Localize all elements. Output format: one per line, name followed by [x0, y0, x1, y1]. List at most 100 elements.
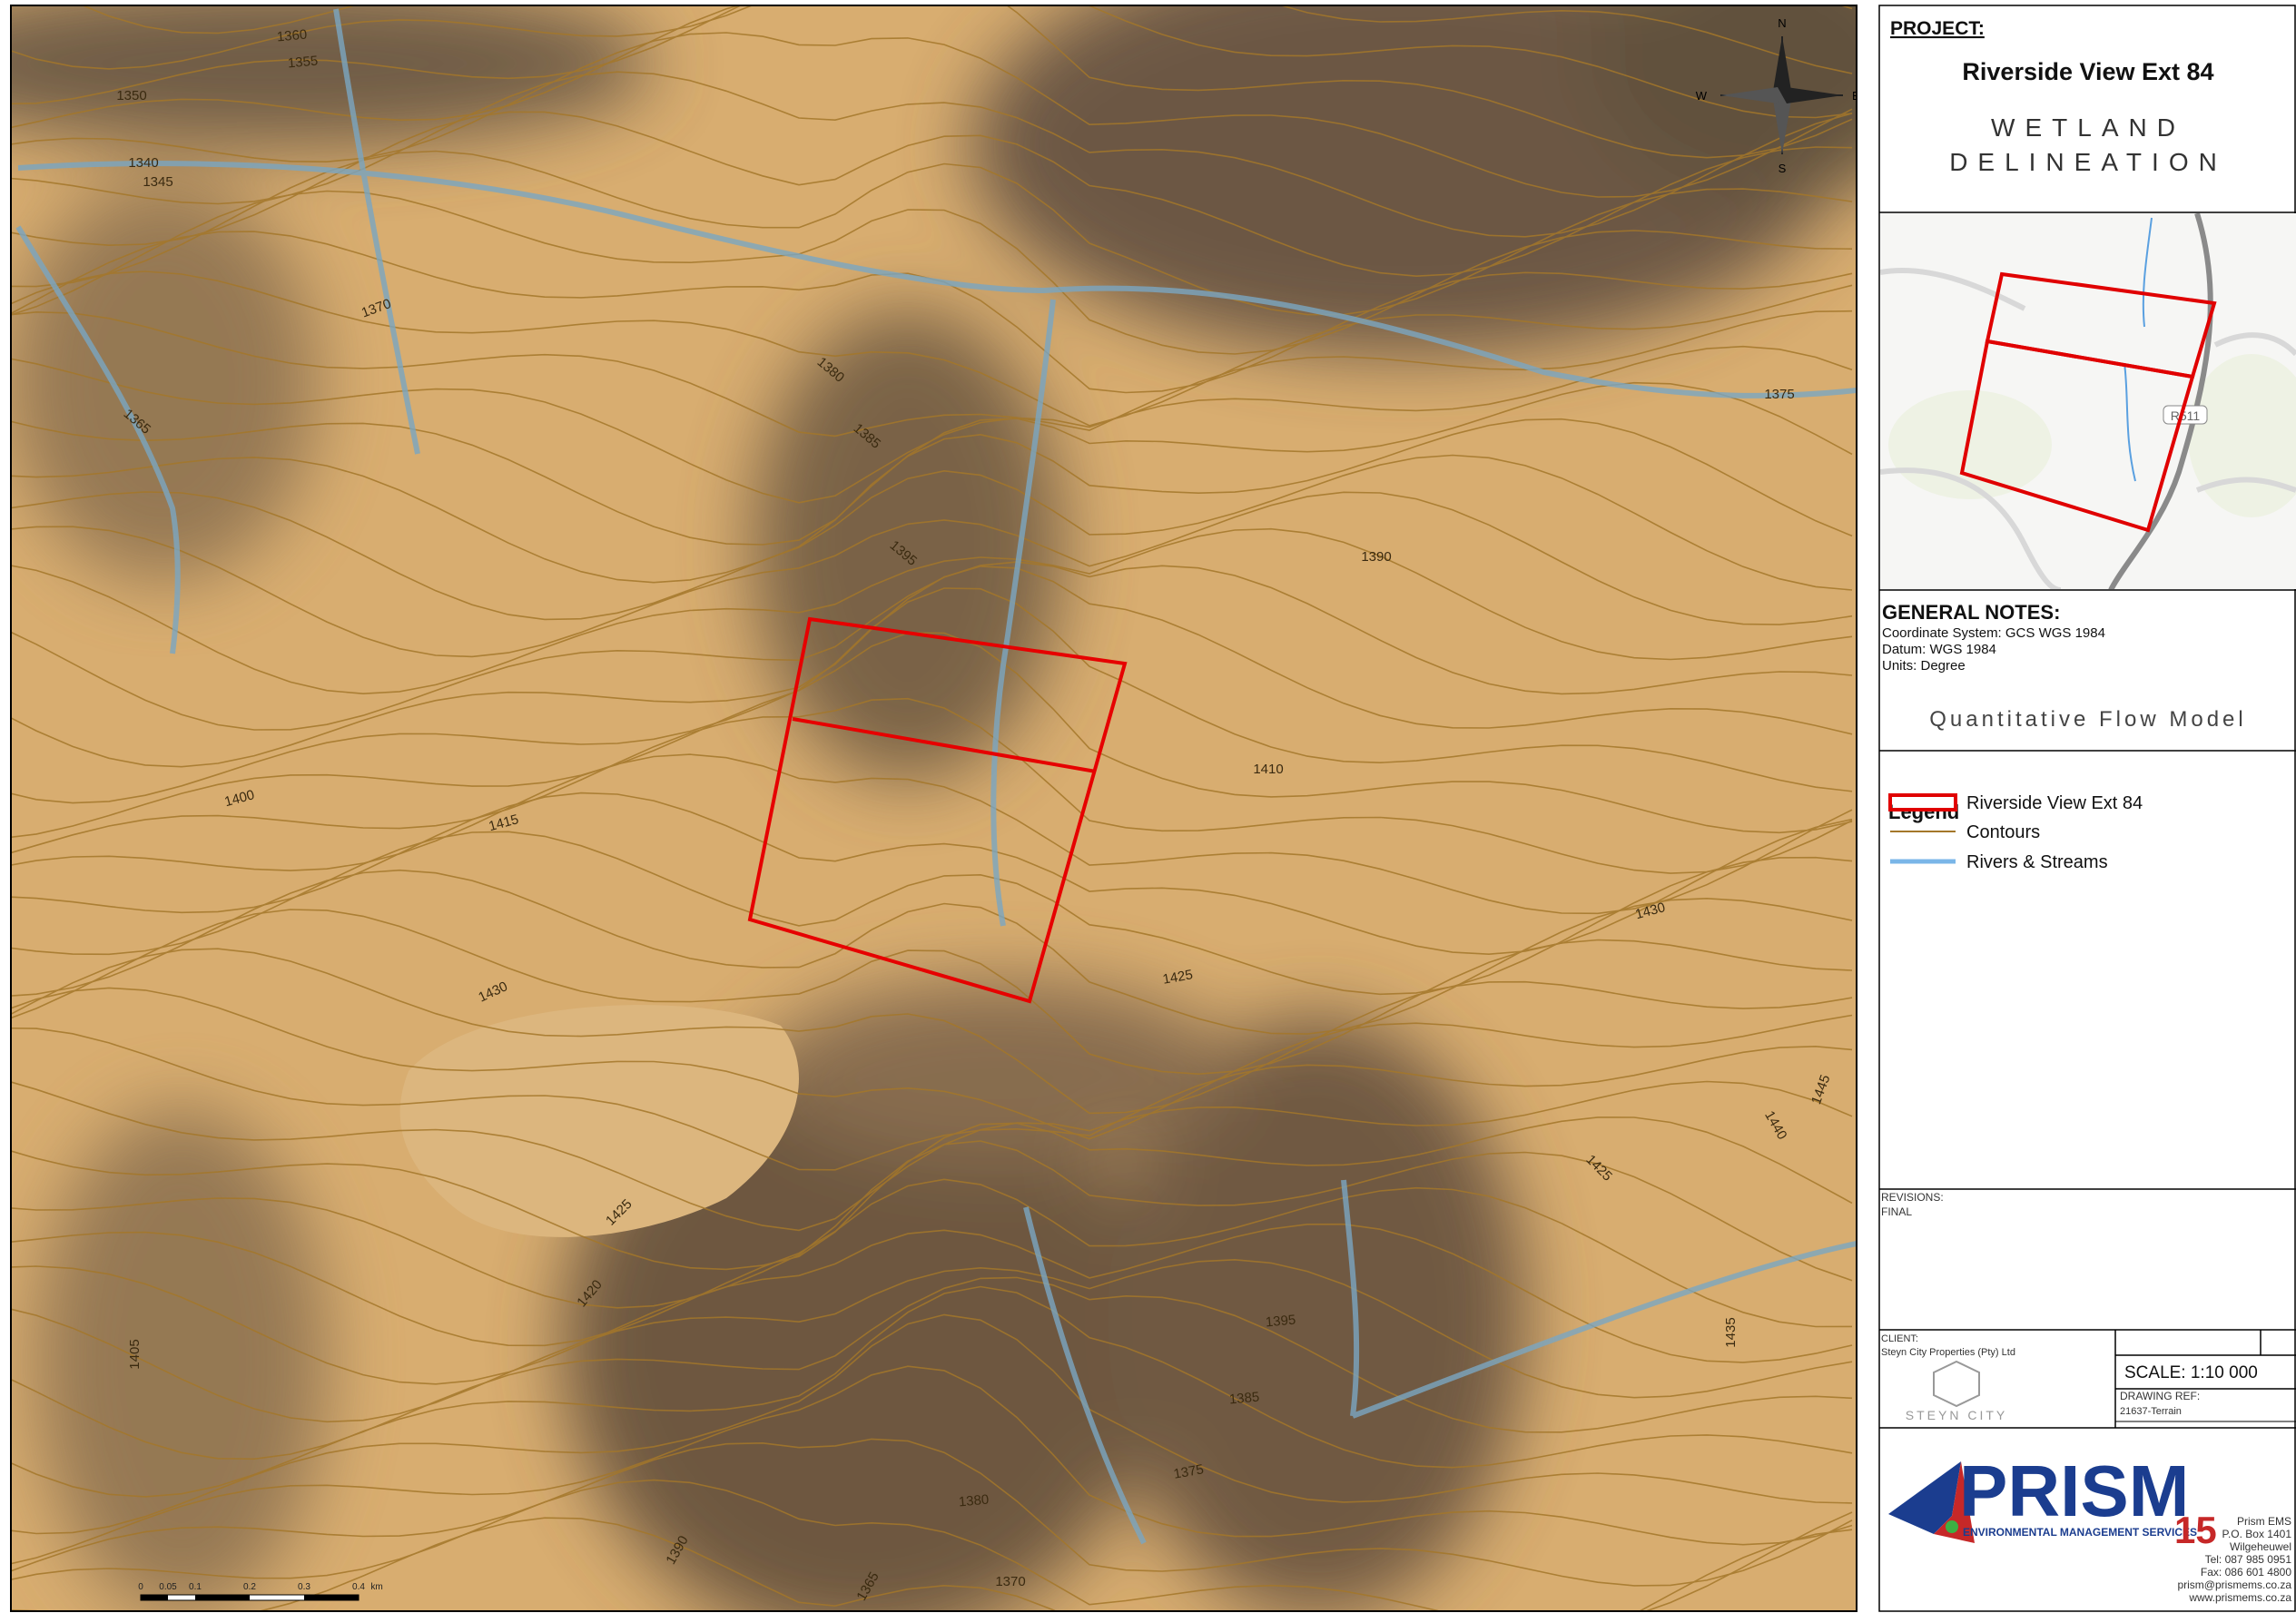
contour-label: 1350 — [116, 88, 146, 103]
note-line: Units: Degree — [1882, 658, 1966, 674]
contour-label: 1390 — [1361, 549, 1391, 565]
prism-logo: PRISM ENVIRONMENTAL MANAGEMENT SERVICES … — [1888, 1451, 2217, 1551]
legend-heading: Legend — [1888, 801, 1959, 823]
address-line: prism@prismems.co.za — [2177, 1579, 2291, 1591]
road-label: R511 — [2171, 408, 2201, 423]
drawing-ref-label: DRAWING REF: — [2120, 1390, 2200, 1402]
contour-label: 1410 — [1253, 762, 1283, 777]
contour-label: 1395 — [1265, 1313, 1296, 1331]
contour-label: 1370 — [995, 1574, 1025, 1589]
contour-label: 1425 — [1161, 967, 1194, 988]
prism-wordmark: PRISM — [1959, 1451, 2189, 1531]
contour-line — [11, 71, 1853, 238]
contour-line — [11, 1285, 1853, 1498]
contour-line — [11, 561, 1853, 731]
contour-line — [11, 1438, 1853, 1587]
contour-line — [11, 948, 1853, 1115]
notes-heading: GENERAL NOTES: — [1882, 601, 2060, 624]
scale-label: 0.4 — [352, 1582, 365, 1592]
contour-line — [11, 150, 1853, 316]
title-line1: WETLAND — [1991, 113, 2185, 142]
contour-label: 1380 — [958, 1492, 990, 1510]
contour-line — [11, 697, 1853, 874]
project-label: PROJECT: — [1890, 18, 1985, 39]
contour-line — [11, 1178, 1853, 1347]
inset-map: R511 — [1880, 213, 2296, 589]
legend-item: Riverside View Ext 84 — [1966, 793, 2143, 813]
contour-line — [11, 753, 1853, 915]
title-panel — [1878, 5, 2296, 1612]
contour-line — [11, 454, 1853, 621]
contour-label: 1355 — [287, 54, 319, 72]
contour-label: 1375 — [1172, 1461, 1205, 1482]
scale-label: 0.05 — [159, 1582, 177, 1592]
contour-label: 1340 — [128, 155, 158, 171]
contours — [11, 5, 1853, 1611]
contour-line — [11, 1223, 1853, 1385]
address-line: P.O. Box 1401 — [2222, 1528, 2292, 1540]
legend-item: Rivers & Streams — [1966, 852, 2108, 872]
contour-line — [11, 32, 1853, 198]
client-name: Steyn City Properties (Pty) Ltd — [1881, 1347, 2015, 1358]
site-boundary — [747, 616, 1128, 1004]
map-frame — [10, 5, 1857, 1612]
contour-line — [11, 1140, 1853, 1309]
contour-line — [11, 527, 1853, 695]
contour-line — [11, 310, 1853, 438]
scale-label: km — [370, 1582, 382, 1592]
compass-w: W — [1696, 89, 1708, 103]
rivers — [15, 8, 1857, 1545]
contour-line — [11, 491, 1853, 658]
compass: N S E W — [1696, 16, 1857, 175]
legend-swatch-boundary — [1888, 793, 1957, 811]
address-line: www.prismems.co.za — [2188, 1591, 2291, 1604]
contour-line — [11, 566, 1853, 768]
scale-label: 0.1 — [189, 1582, 202, 1592]
compass-n: N — [1778, 16, 1786, 30]
contour-label: 1385 — [1228, 1390, 1260, 1408]
contour-line — [11, 587, 1853, 804]
contour-label: 1360 — [276, 27, 308, 45]
project-name: Riverside View Ext 84 — [1962, 58, 2213, 85]
contour-line — [11, 5, 1853, 159]
note-line: Datum: WGS 1984 — [1882, 642, 1996, 657]
contour-label: 1405 — [127, 1339, 143, 1369]
address-line: Tel: 087 985 0951 — [2205, 1553, 2292, 1566]
prism-badge: 15 — [2174, 1509, 2217, 1551]
contour-line — [11, 869, 1853, 1035]
client-label: CLIENT: — [1881, 1333, 1918, 1344]
contour-line — [11, 987, 1853, 1140]
drawing-scale: SCALE: 1:10 000 — [2124, 1363, 2258, 1382]
prism-tagline: ENVIRONMENTAL MANAGEMENT SERVICES — [1963, 1526, 2197, 1539]
contour-label: 1435 — [1723, 1317, 1739, 1347]
legend-item: Contours — [1966, 822, 2040, 842]
scale-label: 0 — [138, 1582, 143, 1592]
scale-label: 0.2 — [243, 1582, 256, 1592]
revisions-value: FINAL — [1881, 1205, 1912, 1218]
scale-label: 0.3 — [298, 1582, 310, 1592]
address-line: Wilgeheuwel — [2230, 1540, 2291, 1553]
address-line: Fax: 086 601 4800 — [2201, 1566, 2291, 1579]
contour-line — [11, 270, 1853, 427]
contour-line — [11, 1365, 1853, 1565]
contour-line — [11, 1027, 1853, 1171]
note-line: Coordinate System: GCS WGS 1984 — [1882, 625, 2105, 641]
contour-line — [11, 190, 1853, 355]
contour-label: 1375 — [1764, 387, 1794, 402]
contour-line — [11, 1479, 1853, 1611]
plateau — [399, 1005, 799, 1237]
contour-line — [11, 1313, 1853, 1535]
contour-line — [11, 418, 1853, 584]
contour-line — [11, 381, 1853, 546]
terrain-map: 1360135513501340134513701365138013851395… — [11, 5, 1857, 1611]
client-logo-text: STEYN CITY — [1906, 1408, 2007, 1422]
drawing-ref: 21637-Terrain — [2120, 1406, 2182, 1417]
address-line: Prism EMS — [2237, 1515, 2291, 1528]
contour-line — [11, 5, 1853, 74]
client-logo — [1933, 1360, 1980, 1408]
contour-line — [11, 1116, 1853, 1271]
contour-line — [11, 909, 1853, 1076]
revisions-label: REVISIONS: — [1881, 1191, 1944, 1204]
scale-bar: 0 0.05 0.1 0.2 0.3 0.4 km — [138, 1582, 383, 1601]
